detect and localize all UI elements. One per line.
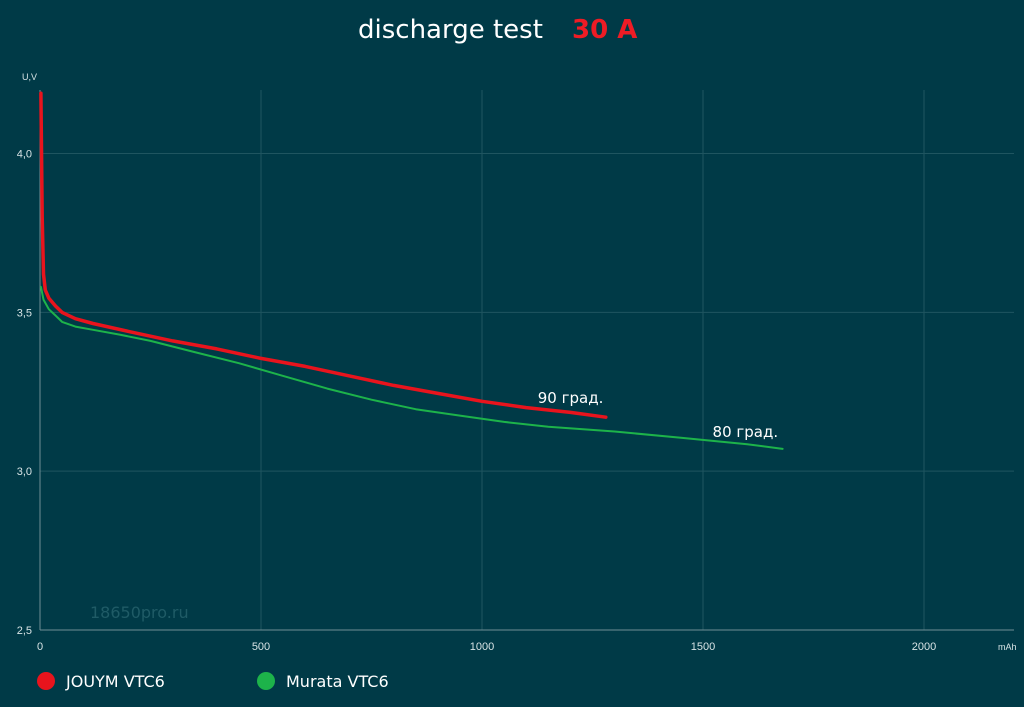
x-tick-label: 1500 [691,641,715,653]
x-tick-label: 2000 [912,641,936,653]
series-layer [39,91,784,450]
x-tick-label: 0 [37,641,43,653]
y-tick-label: 3,0 [17,466,32,478]
legend-swatch-1 [37,672,55,690]
grid-layer [40,90,1014,630]
ticks-layer: 0 500 1000 1500 2000 2,5 3,0 3,5 4,0 [17,149,937,653]
x-axis-label: mAh [998,642,1017,652]
legend: JOUYM VTC6 Murata VTC6 [37,672,389,691]
series-annotation-1: 90 град. [538,389,604,407]
legend-swatch-2 [257,672,275,690]
chart-title: discharge test [358,15,543,45]
series-annotation-2: 80 град. [713,423,779,441]
series-line-2 [39,285,784,450]
y-tick-label: 2,5 [17,625,32,637]
x-tick-label: 1000 [470,641,494,653]
axes-layer: U,V mAh [22,72,1017,652]
legend-label-1: JOUYM VTC6 [65,672,165,691]
series-line-1 [39,91,608,419]
legend-label-2: Murata VTC6 [286,672,389,691]
watermark: 18650pro.ru [90,603,189,622]
y-tick-label: 4,0 [17,149,32,161]
x-tick-label: 500 [252,641,270,653]
y-axis-label: U,V [22,72,37,82]
y-tick-label: 3,5 [17,307,32,319]
chart-title-accent: 30 A [572,15,637,45]
annotation-layer: 90 град. 80 град. [538,389,778,441]
